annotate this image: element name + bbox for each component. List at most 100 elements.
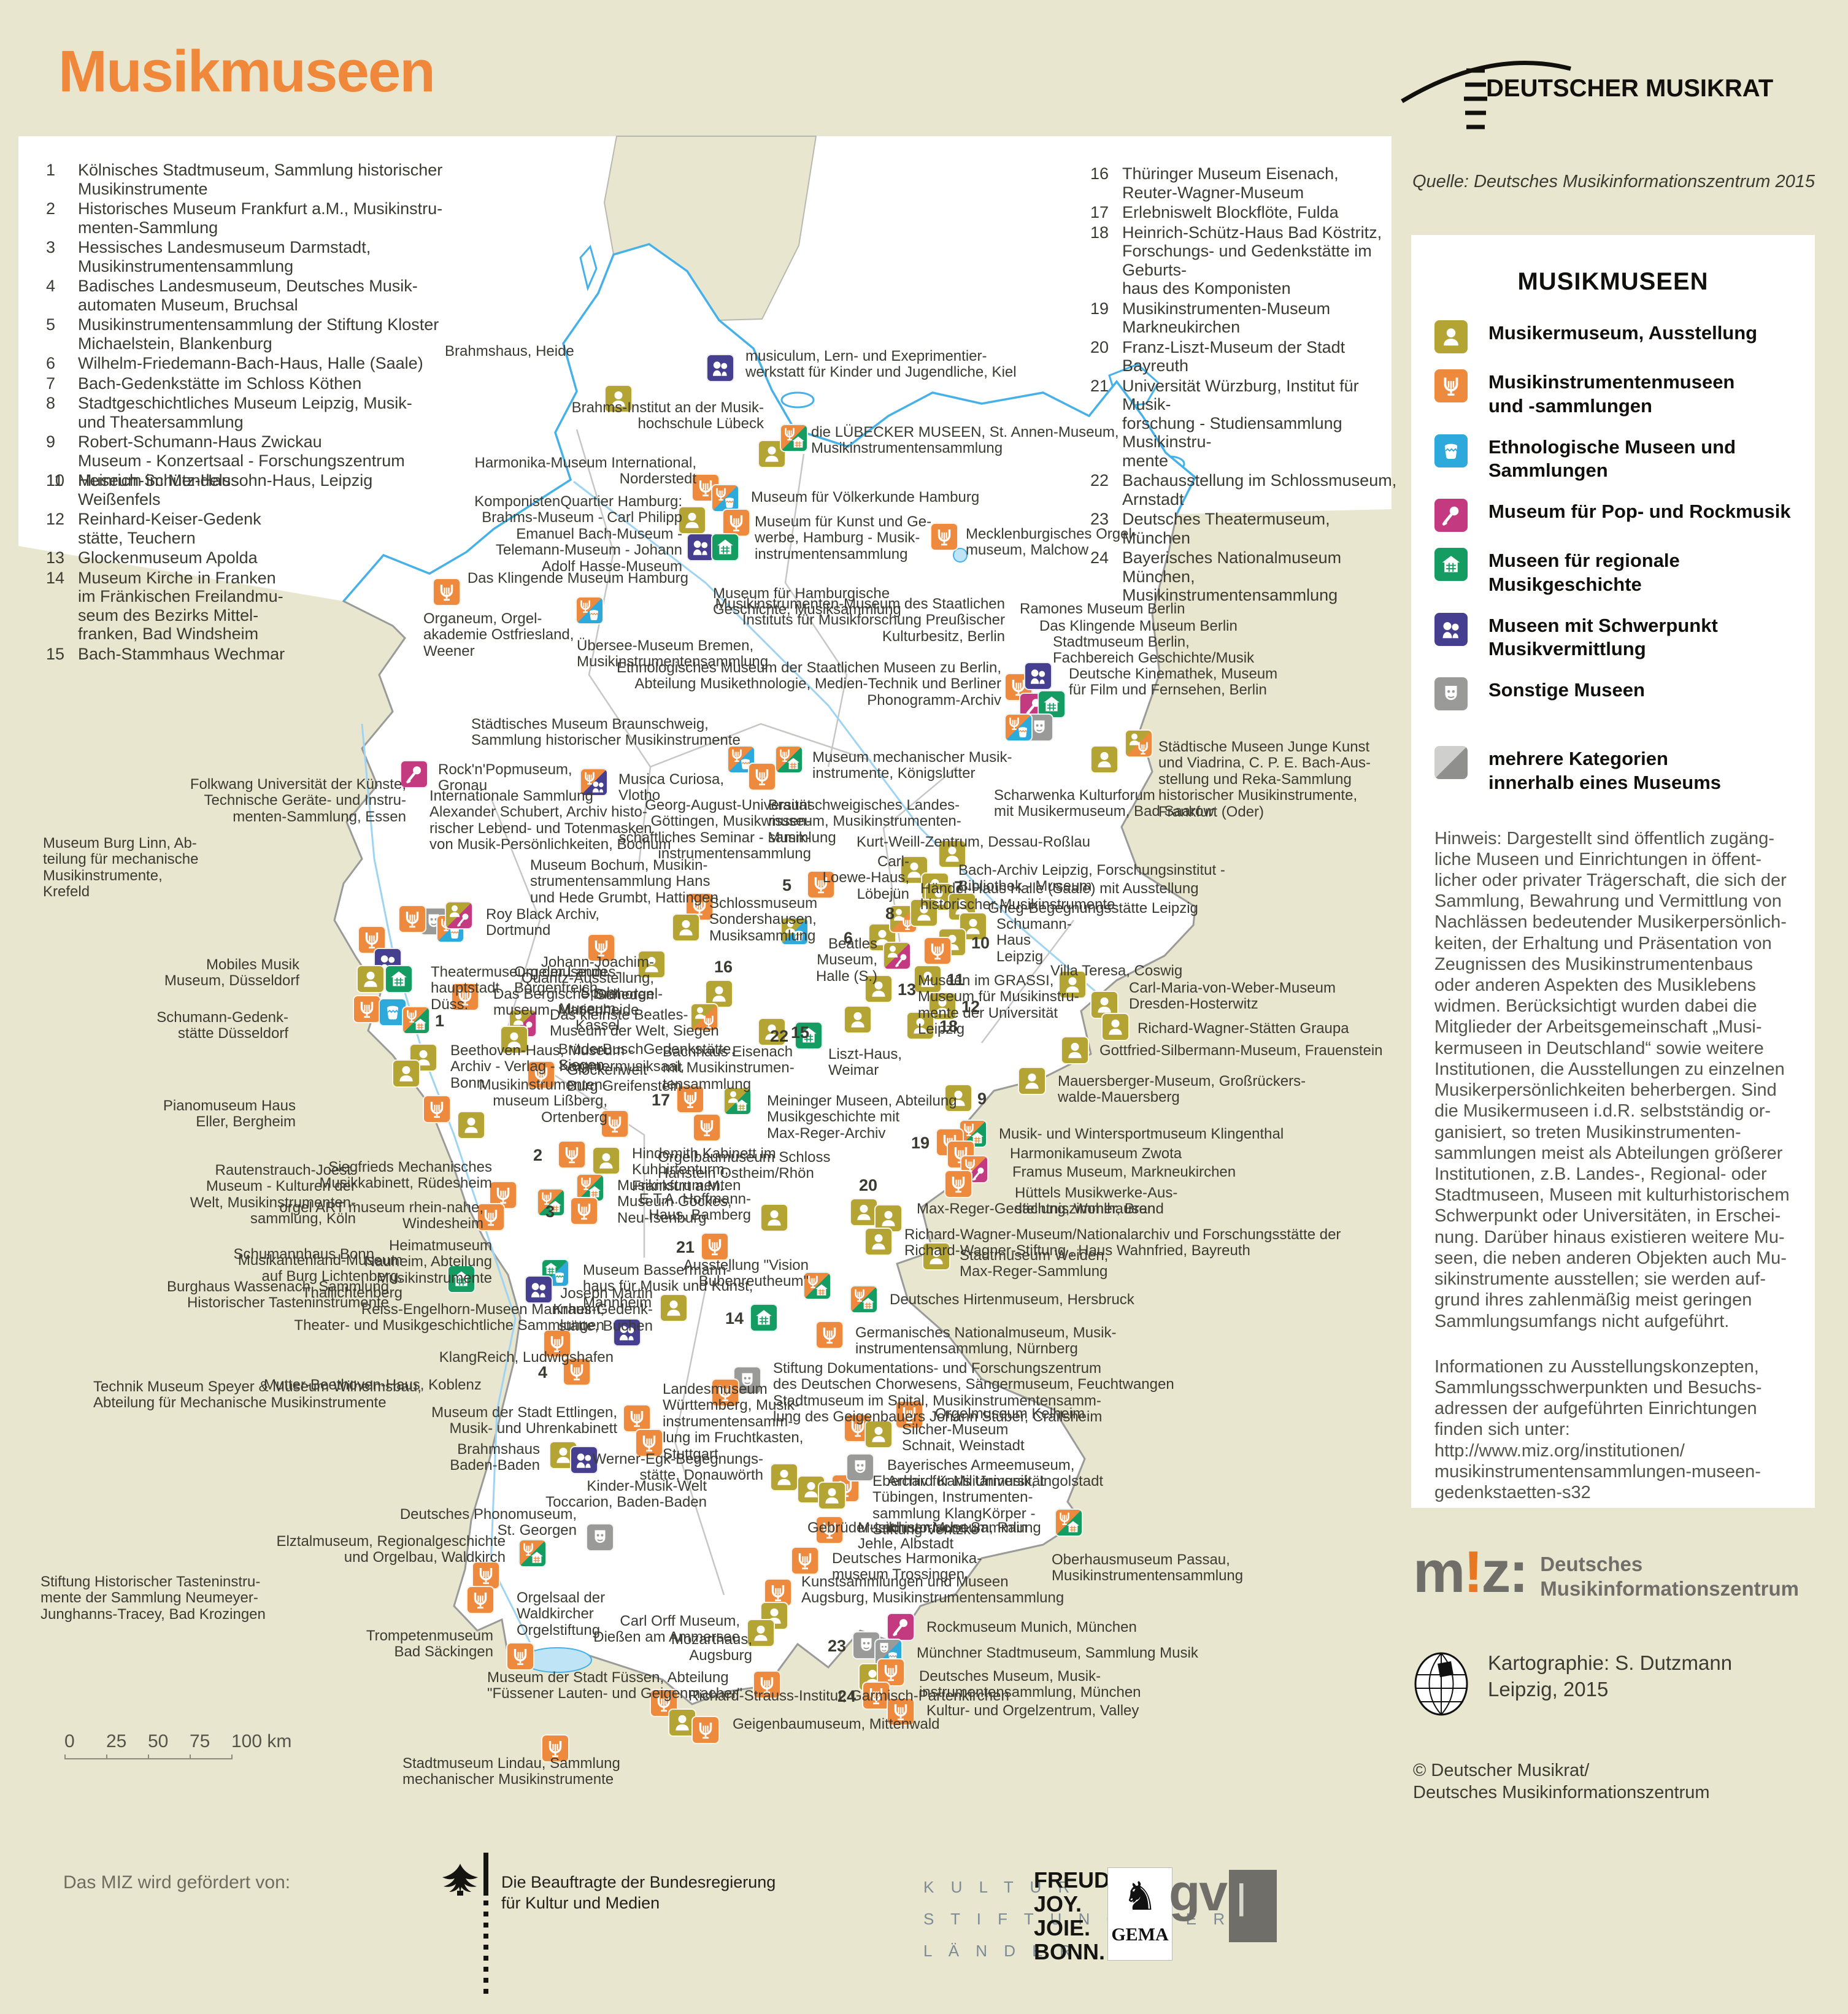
map-marker-label: Städtisches Museum Braunschweig, Sammlun… [471,716,741,749]
map-marker-label: Museum Bassermann- haus für Musik und Ku… [583,1262,753,1311]
inst-icon [964,1123,974,1136]
map-marker [477,1203,505,1231]
map-marker [660,1294,688,1322]
mus-icon [887,945,898,958]
map-marker [1038,690,1066,718]
list-item: 3 Hessisches Landesmuseum Darmstadt, Musi… [46,238,451,275]
map-marker-label: Bachhaus Eisenach mit Musikinstrumen- te… [663,1044,795,1093]
map-marker [846,1453,874,1482]
inst-icon [732,749,742,762]
map-marker-label: Richard-Wagner-Museum/Nationalarchiv und… [904,1226,1341,1259]
list-item: 13 Glockenmuseum Apolda [46,548,451,567]
map-marker [1061,1036,1089,1064]
list-item-text: Museum im Mendelssohn-Haus, Leipzig [78,471,373,490]
inst-icon [430,1101,444,1118]
map-marker-label: Roy Black Archiv, Dortmund [486,906,599,939]
reg-icon [862,1297,874,1309]
map-marker-label: Beatles Museum, Halle (S.) [815,936,877,985]
gema-logo: ♞ GEMA [1107,1867,1172,1961]
list-item-text: Thüringer Museum Eisenach, Reuter-Wagner… [1122,164,1339,202]
list-item: 5 Musikinstrumentensammlung der Stiftung … [46,315,451,353]
map-marker-label: Musikantenland-Museum auf Burg Lichtenbe… [237,1252,402,1301]
pop-icon [893,1619,908,1636]
map-marker-label: Deutsches Museum, Musik- instrumentensam… [919,1668,1141,1701]
map-marker-number: 20 [859,1176,878,1194]
inst-icon [771,1585,785,1602]
map-marker-label: Theatermuseum der Landes- hauptstadt Düs… [431,964,621,1013]
map-marker [760,1204,788,1232]
map-marker-label: Orgelmuseum Kelheim [935,1405,1085,1422]
list-item-text: Heinrich-Schütz-Haus Weißenfels [78,471,239,509]
map-marker-label: Technik Museum Speyer & Museum Wilhelmsb… [93,1378,422,1412]
legend-item-label: Musikermuseum, Ausstellung [1488,322,1758,344]
map-marker-label: Stadtmuseum Weiden, Max-Reger-Sammlung [960,1247,1109,1280]
reg-icon [787,758,799,769]
kartographie-credit: Kartographie: S. Dutzmann Leipzig, 2015 [1488,1651,1733,1701]
ver-icon [576,1453,591,1468]
eth-icon [795,931,804,941]
mus-icon [917,905,931,921]
map-marker-label: BrüderBuschGedenkstätte, Siegen [558,1041,736,1074]
map-marker [558,1140,586,1169]
map-marker [601,1110,629,1138]
map-marker-label: Museum für Völkerkunde Hamburg [751,489,980,505]
museum-list-1-10: 1 Kölnisches Stadtmuseum, Sammlung histor… [46,161,451,491]
list-item: 20 Franz-Liszt-Museum der Stadt Bayreuth [1090,338,1397,375]
list-item: 2 Historisches Museum Frankfurt a.M., Mus… [46,199,451,237]
map-marker [1125,729,1153,758]
map-marker-label: Deutsches Harmonika- museum Trossingen [832,1550,982,1583]
list-item: 21 Universität Würzburg, Institut für Mus… [1090,377,1397,471]
mus-icon [1025,1073,1039,1089]
map-marker [815,1516,844,1544]
map-marker-label: Rautenstrauch-Joest- Museum - Kulturen d… [190,1162,356,1228]
inst-icon [952,1176,965,1193]
map-marker-label: Musica Curiosa, Vlotho [618,771,725,804]
reg-icon [1067,1521,1079,1532]
map-marker [780,917,809,945]
legend-item-eth: Ethnologische Museen und Sammlungen [1434,434,1792,483]
inst-icon [931,943,944,960]
ver-icon [619,1326,634,1340]
list-item-text: Hessisches Landesmuseum Darmstadt, Musik… [78,238,371,275]
map-marker [701,1232,729,1261]
map-marker-label: Museum Bochum, Musikin- strumentensammlu… [530,857,718,906]
mus-icon [1066,977,1079,993]
map-marker-label: Schumann-Gedenk- stätte Düsseldorf [156,1009,288,1042]
map-marker [747,1619,775,1647]
inst-icon [1009,717,1019,730]
miz-logo: m!z: [1413,1539,1528,1605]
map-marker-number: 19 [911,1134,930,1152]
map-marker-label: Orgelsaal der Waldkircher Orgelstiftung [517,1589,606,1639]
map-marker-label: Stiftung Dokumentations- und Forschungsz… [773,1360,1174,1426]
ver-icon [712,361,728,376]
list-item-number: 5 [46,315,56,334]
inst-icon [406,911,419,928]
reg-category-icon [1434,548,1468,581]
map-marker-label: Deutsches Hirtenmuseum, Hersbruck [890,1291,1134,1308]
map-marker-label: Heimatmuseum Nauheim, Abteilung Musikins… [364,1237,492,1286]
list-item-text: Museum Kirche in Franken im Fränkischen … [78,568,283,644]
map-marker [930,523,958,551]
museum-list-11-15: 11 Heinrich-Schütz-Haus Weißenfels 12 Reinh… [46,471,451,664]
map-marker [711,484,739,512]
list-item-text: Heinrich-Schütz-Haus Bad Köstritz, Forsc… [1122,223,1382,298]
map-marker [864,1420,893,1448]
pop-icon [895,954,907,967]
map-marker [844,1005,872,1034]
inst-icon [642,1435,656,1452]
map-marker-label: Gebrüder-Lachner-Museum, Rain [807,1520,1028,1536]
map-marker-number: 9 [977,1090,987,1108]
scale-tick: 100 km [231,1731,292,1751]
map-marker-label: Ausstellung "Vision Bubenreutheum" [683,1257,809,1290]
map-marker [527,1061,555,1089]
map-marker-label: Silcher-Museum Schnait, Weinstadt [902,1421,1025,1455]
mus-icon [513,1013,524,1025]
mus-icon [914,1018,927,1034]
list-item-number: 8 [46,394,56,412]
legend-items: Musikermuseum, Ausstellung Musikinstrumen… [1434,320,1792,710]
list-item-number: 14 [46,568,65,587]
map-marker [506,1642,534,1670]
map-marker-label: Organeum, Orgel- akademie Ostfriesland, … [423,610,574,659]
list-item: 7 Bach-Gedenkstätte im Schloss Köthen [46,374,451,393]
